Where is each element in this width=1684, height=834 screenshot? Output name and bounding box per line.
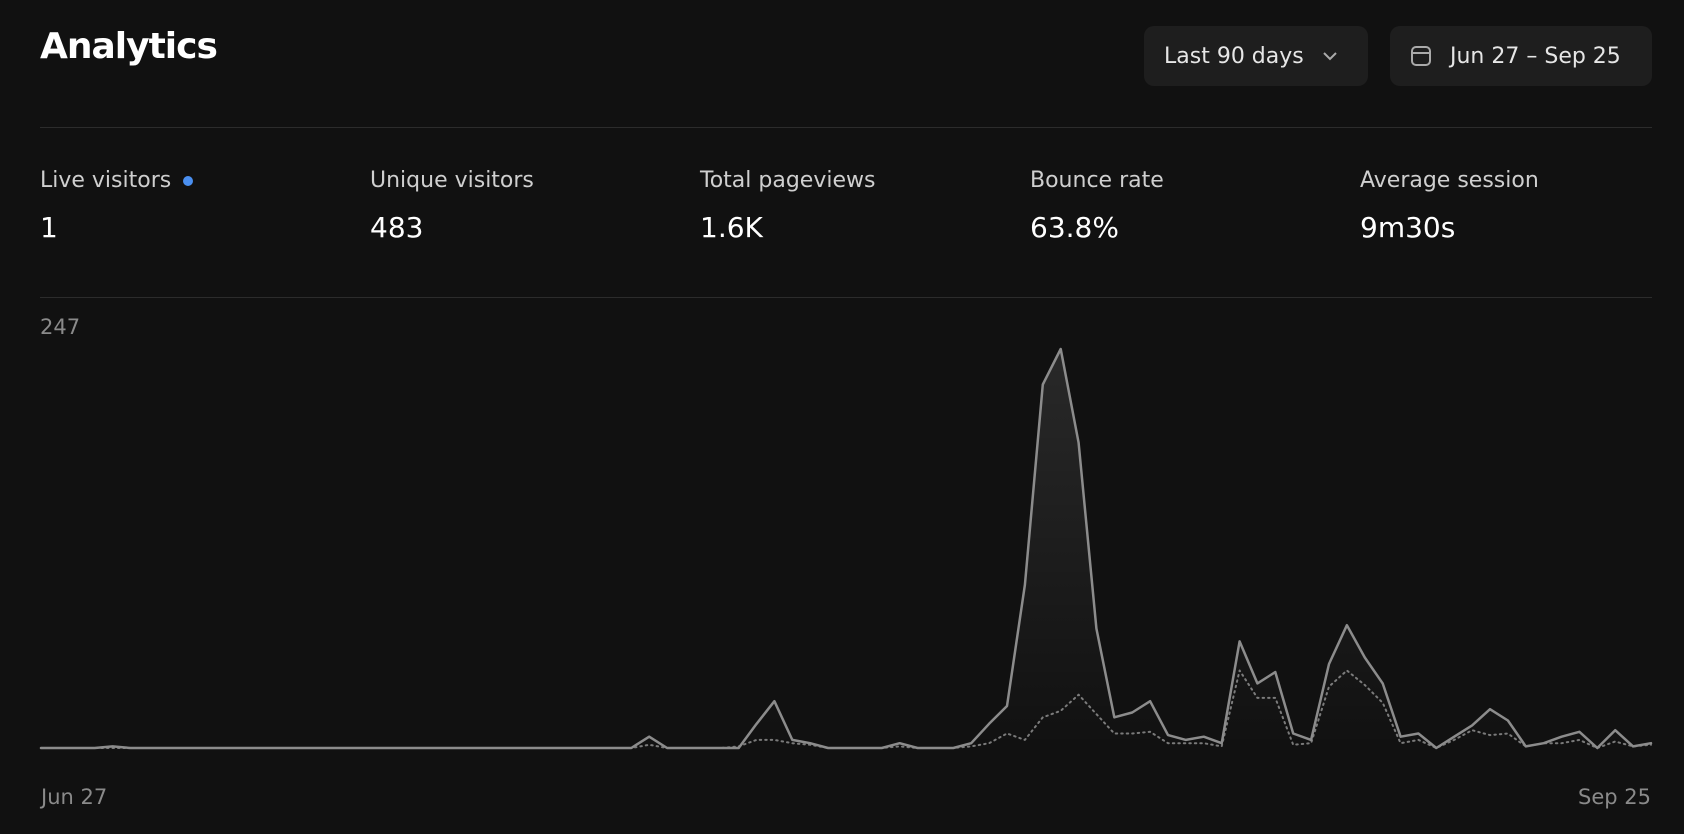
stat: Average session 9m30s bbox=[1360, 168, 1539, 244]
divider bbox=[40, 127, 1652, 128]
stat-label: Bounce rate bbox=[1030, 168, 1164, 193]
stat-label-text: Average session bbox=[1360, 168, 1539, 193]
y-tick-label: 247 bbox=[40, 315, 80, 339]
x-tick-label: Jun 27 bbox=[39, 785, 107, 809]
stat-label: Unique visitors bbox=[370, 168, 534, 193]
calendar-icon bbox=[1411, 46, 1431, 66]
date-range-button[interactable]: Jun 27 – Sep 25 bbox=[1390, 26, 1652, 86]
live-dot bbox=[183, 175, 194, 186]
stat: Unique visitors 483 bbox=[370, 168, 534, 244]
stat-label: Total pageviews bbox=[700, 168, 875, 193]
range-select-label: Last 90 days bbox=[1164, 43, 1304, 69]
stat-value: 9m30s bbox=[1360, 211, 1456, 244]
page-title: Analytics bbox=[40, 26, 218, 67]
divider bbox=[40, 297, 1652, 298]
stat-value: 1.6K bbox=[700, 211, 763, 244]
stat-label-text: Total pageviews bbox=[700, 168, 876, 193]
stat-label-text: Unique visitors bbox=[370, 168, 534, 193]
chevron-icon bbox=[1323, 52, 1337, 61]
stat-value: 483 bbox=[370, 211, 424, 244]
stat-label-text: Live visitors bbox=[40, 168, 172, 193]
stat: Bounce rate 63.8% bbox=[1030, 168, 1164, 244]
stat-label: Live visitors bbox=[40, 168, 194, 193]
stat: Live visitors 1 bbox=[40, 168, 194, 244]
date-range-label: Jun 27 – Sep 25 bbox=[1450, 43, 1621, 69]
stat-label: Average session bbox=[1360, 168, 1539, 193]
area bbox=[41, 349, 1651, 748]
stat-value: 1 bbox=[40, 211, 58, 244]
x-tick-label: Sep 25 bbox=[1578, 785, 1651, 809]
stat: Total pageviews 1.6K bbox=[700, 168, 875, 244]
range-select[interactable]: Last 90 days bbox=[1144, 26, 1368, 86]
line bbox=[39, 347, 1653, 750]
stat-value: 63.8% bbox=[1030, 211, 1119, 244]
stat-label-text: Bounce rate bbox=[1030, 168, 1164, 193]
